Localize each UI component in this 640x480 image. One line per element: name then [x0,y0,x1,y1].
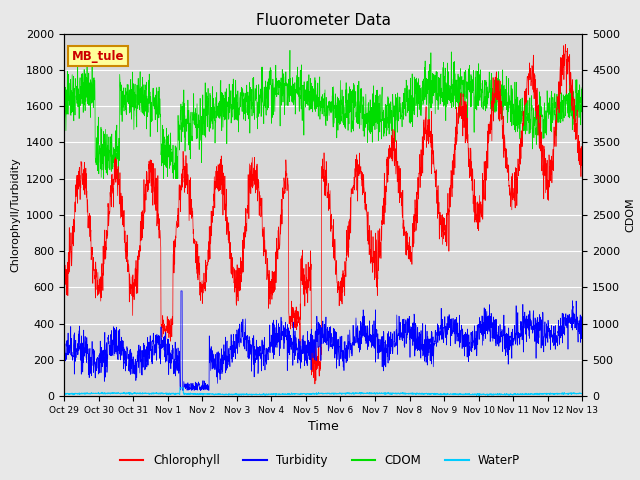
Y-axis label: Chlorophyll/Turbidity: Chlorophyll/Turbidity [11,157,20,272]
Title: Fluorometer Data: Fluorometer Data [256,13,390,28]
Legend: Chlorophyll, Turbidity, CDOM, WaterP: Chlorophyll, Turbidity, CDOM, WaterP [115,449,525,472]
X-axis label: Time: Time [308,420,339,433]
Y-axis label: CDOM: CDOM [626,197,636,232]
Text: MB_tule: MB_tule [72,50,124,63]
